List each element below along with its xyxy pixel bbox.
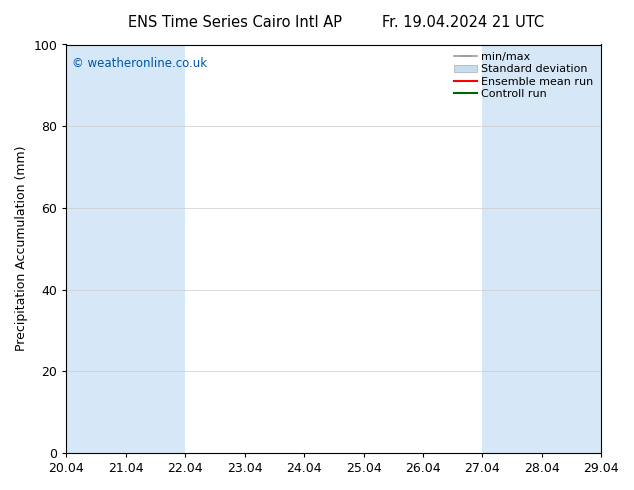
- Legend: min/max, Standard deviation, Ensemble mean run, Controll run: min/max, Standard deviation, Ensemble me…: [452, 50, 595, 101]
- Text: ENS Time Series Cairo Intl AP: ENS Time Series Cairo Intl AP: [127, 15, 342, 30]
- Y-axis label: Precipitation Accumulation (mm): Precipitation Accumulation (mm): [15, 146, 28, 351]
- Bar: [126, 45, 185, 453]
- Text: © weatheronline.co.uk: © weatheronline.co.uk: [72, 57, 207, 70]
- Text: Fr. 19.04.2024 21 UTC: Fr. 19.04.2024 21 UTC: [382, 15, 544, 30]
- Bar: [67, 45, 126, 453]
- Bar: [482, 45, 542, 453]
- Bar: [542, 45, 601, 453]
